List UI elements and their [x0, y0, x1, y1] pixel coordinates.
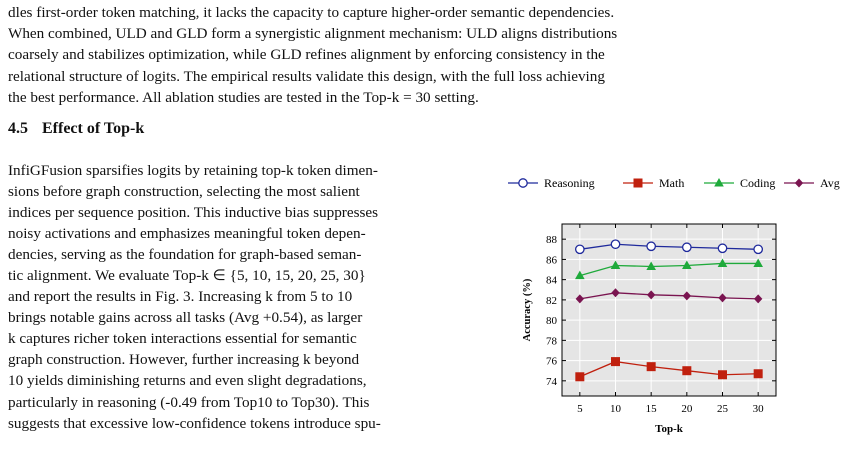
text-line: tic alignment. We evaluate Top-k ∈ {5, 1…: [8, 267, 366, 285]
legend-marker: [714, 178, 724, 187]
data-point-math: [646, 362, 656, 372]
body-paragraph: InfiGFusion sparsifies logits by retaini…: [8, 160, 493, 434]
data-point-avg: [718, 293, 727, 303]
series-line-reasoning: [579, 243, 759, 250]
data-point-math: [718, 370, 727, 380]
data-point-coding: [753, 258, 763, 267]
data-point-coding: [682, 260, 692, 269]
x-axis-label: Top-k: [655, 423, 684, 435]
x-tick-label: 30: [753, 403, 765, 415]
x-tick-label: 10: [610, 403, 622, 415]
line-chart: 74 76 78 80 82 84 86 88 5 10 15 20 25 30 Top-k Accuracy…: [508, 176, 840, 435]
text-line: indices per sequence position. This indu…: [8, 204, 379, 222]
data-point-reasoning: [753, 244, 764, 255]
data-point-coding: [717, 258, 728, 267]
text-line: sions before graph construction, selecti…: [8, 183, 360, 201]
text-line: suggests that excessive low-confidence t…: [8, 414, 381, 432]
section-title: Effect of Top-k: [42, 120, 145, 137]
y-tick-label: 84: [546, 275, 558, 287]
data-point-coding: [610, 260, 621, 269]
top-paragraph: dles first-order token matching, it lack…: [8, 2, 844, 108]
y-tick-label: 88: [546, 234, 558, 246]
text-line: coarsely and stabilizes optimization, wh…: [8, 46, 605, 64]
data-point-coding: [575, 270, 585, 280]
legend-label: Avg: [820, 176, 840, 190]
y-tick-label: 80: [546, 315, 558, 327]
legend-label: Coding: [740, 176, 775, 190]
data-point-reasoning: [574, 244, 585, 255]
data-point-math: [682, 366, 692, 376]
y-tick-label: 76: [546, 356, 558, 368]
series-line-avg: [579, 292, 759, 300]
x-tick-label: 20: [681, 403, 693, 415]
y-tick-label: 78: [546, 335, 558, 347]
section-heading: 4.5 Effect of Top-k: [8, 120, 144, 138]
text-line: dencies, serving as the foundation for g…: [8, 246, 362, 264]
text-line: 10 yields diminishing returns and even s…: [8, 372, 367, 390]
text-line: the best performance. All ablation studi…: [8, 88, 479, 106]
x-tick-label: 15: [646, 403, 658, 415]
plot-area: [562, 224, 776, 396]
x-tick-label: 25: [717, 403, 729, 415]
data-point-math: [611, 357, 620, 367]
data-point-math: [575, 372, 585, 382]
text-line: relational structure of logits. The empi…: [8, 67, 605, 85]
legend-label: Math: [659, 176, 684, 190]
data-point-avg: [611, 288, 620, 298]
plot-border: [561, 223, 777, 397]
y-tick-label: 86: [546, 254, 558, 266]
y-tick-label: 74: [546, 376, 558, 388]
legend-marker: [633, 178, 643, 188]
data-point-coding: [646, 261, 656, 270]
text-line: noisy activations and emphasizes meaning…: [8, 225, 366, 243]
data-point-reasoning: [646, 241, 657, 252]
x-tick-label: 5: [577, 403, 583, 415]
text-line: dles first-order token matching, it lack…: [8, 4, 615, 21]
text-line: and report the results in Fig. 3. Increa…: [8, 288, 353, 306]
y-axis-label: Accuracy (%): [522, 278, 533, 341]
section-number: 4.5: [8, 120, 28, 137]
data-point-math: [753, 369, 763, 379]
data-point-reasoning: [717, 243, 728, 254]
text-line: InfiGFusion sparsifies logits by retaini…: [8, 162, 378, 179]
data-point-reasoning: [681, 242, 692, 253]
text-line: k captures richer token interactions ess…: [8, 330, 357, 348]
legend-marker: [794, 178, 804, 188]
legend-label: Reasoning: [544, 176, 595, 190]
data-point-reasoning: [610, 239, 621, 250]
text-line: graph construction. However, further inc…: [8, 351, 360, 369]
text-line: When combined, ULD and GLD form a synerg…: [8, 25, 618, 43]
series-line-math: [579, 360, 759, 378]
y-tick-label: 82: [546, 295, 557, 307]
legend-marker: [518, 178, 528, 188]
text-line: particularly in reasoning (-0.49 from To…: [8, 393, 370, 411]
series-line-coding: [579, 262, 759, 277]
text-line: brings notable gains across all tasks (A…: [8, 309, 363, 327]
